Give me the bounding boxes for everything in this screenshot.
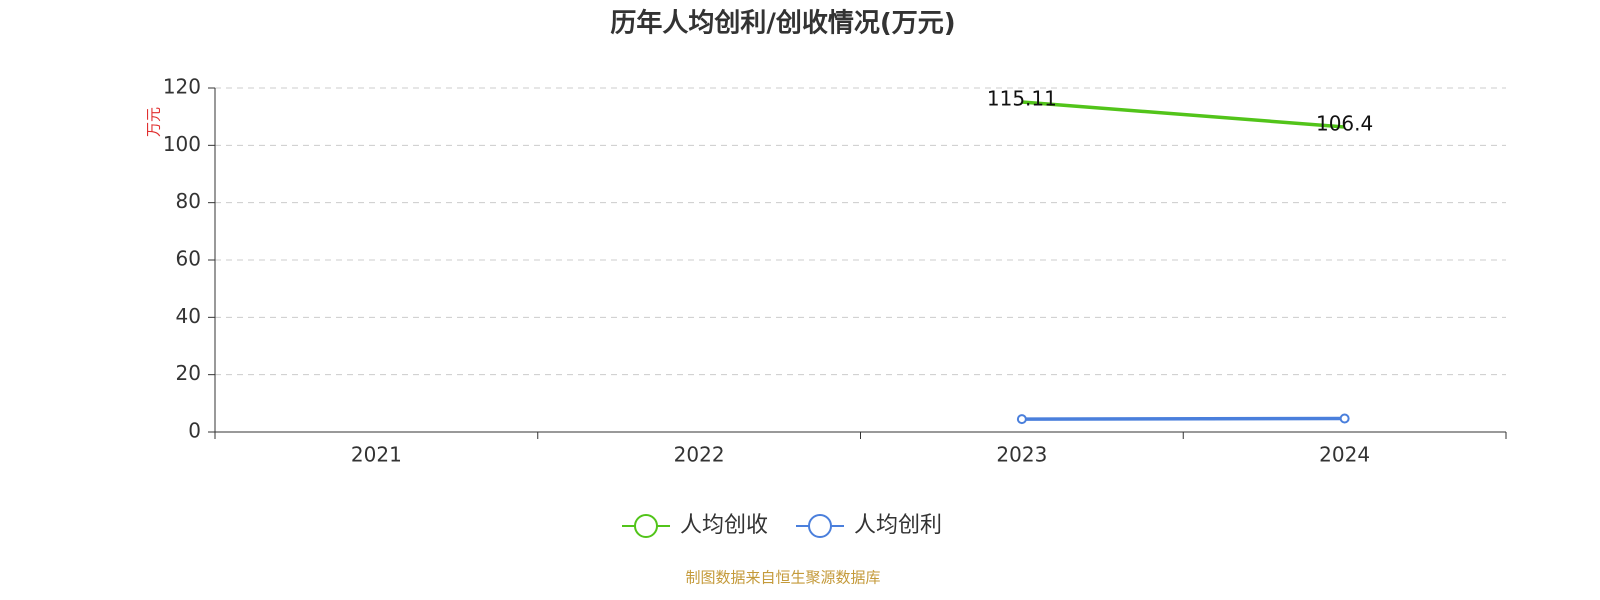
data-label: 106.4 xyxy=(1316,111,1373,135)
y-tick-label: 0 xyxy=(188,419,201,443)
y-tick-label: 100 xyxy=(163,132,201,156)
legend-marker xyxy=(808,514,832,538)
x-tick-label: 2022 xyxy=(674,443,725,467)
legend-label: 人均创收 xyxy=(680,513,768,538)
data-label: 115.11 xyxy=(987,87,1057,111)
point xyxy=(1016,414,1027,425)
y-tick-label: 60 xyxy=(176,247,201,271)
x-tick-label: 2021 xyxy=(351,443,402,467)
chart-title: 历年人均创利/创收情况(万元) xyxy=(610,8,955,39)
y-tick-label: 20 xyxy=(176,361,201,385)
point xyxy=(1339,413,1350,424)
line-series xyxy=(1021,416,1345,421)
y-axis-label: 万元 xyxy=(145,107,163,137)
legend-marker xyxy=(634,514,658,538)
x-tick-label: 2023 xyxy=(996,443,1047,467)
legend-label: 人均创利 xyxy=(854,513,942,538)
x-tick-label: 2024 xyxy=(1319,443,1370,467)
line-series xyxy=(1021,100,1345,129)
y-tick-label: 120 xyxy=(163,75,201,99)
y-tick-label: 80 xyxy=(176,189,201,213)
source-note: 制图数据来自恒生聚源数据库 xyxy=(685,569,880,587)
y-tick-label: 40 xyxy=(176,304,201,328)
